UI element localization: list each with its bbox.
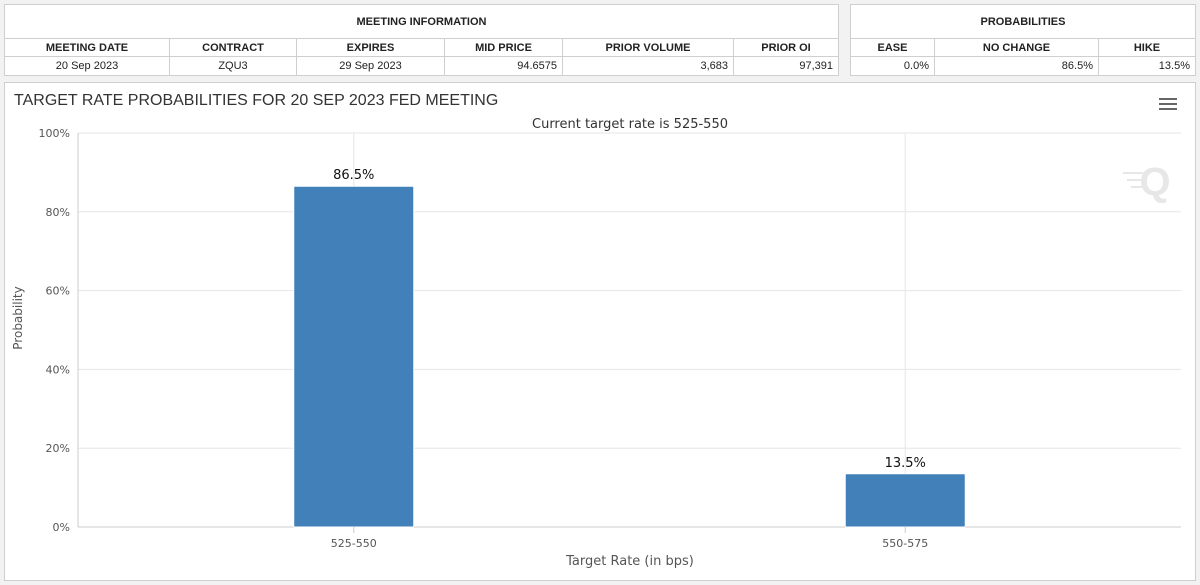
col-hike: HIKE (1098, 38, 1196, 57)
y-tick-label: 80% (46, 206, 70, 219)
bars: 86.5% 13.5% (293, 168, 966, 528)
col-contract: CONTRACT (169, 38, 297, 57)
y-tick-labels: 0% 20% 40% 60% 80% 100% (39, 127, 70, 534)
col-mid-price: MID PRICE (444, 38, 563, 57)
y-tick-label: 0% (53, 521, 70, 534)
mid-price-cell: 94.6575 (444, 56, 563, 76)
meeting-information-table: MEETING INFORMATION MEETING DATE CONTRAC… (4, 4, 839, 76)
y-axis-label: Probability (11, 286, 25, 349)
bar-data-label: 13.5% (885, 456, 926, 471)
col-no-change: NO CHANGE (934, 38, 1099, 57)
meeting-date-cell: 20 Sep 2023 (4, 56, 170, 76)
bar-525-550[interactable] (293, 185, 415, 528)
y-gridlines (77, 132, 1181, 528)
chart-panel: TARGET RATE PROBABILITIES FOR 20 SEP 202… (4, 82, 1196, 581)
ease-cell: 0.0% (850, 56, 935, 76)
y-tick-label: 20% (46, 442, 70, 455)
bar-550-575[interactable] (844, 473, 966, 528)
y-tick-label: 40% (46, 363, 70, 376)
watermark-logo: Q (1123, 160, 1171, 204)
svg-text:Q: Q (1139, 160, 1170, 204)
col-prior-volume: PRIOR VOLUME (562, 38, 734, 57)
col-meeting-date: MEETING DATE (4, 38, 170, 57)
probability-bar-chart: TARGET RATE PROBABILITIES FOR 20 SEP 202… (11, 92, 1181, 569)
table-row: 20 Sep 2023 ZQU3 29 Sep 2023 94.6575 3,6… (4, 56, 839, 76)
col-ease: EASE (850, 38, 935, 57)
probabilities-header: PROBABILITIES (850, 4, 1196, 39)
x-tick-label: 525-550 (331, 537, 377, 550)
x-gridlines (353, 133, 906, 527)
chart-subtitle: Current target rate is 525-550 (532, 117, 728, 132)
col-expires: EXPIRES (296, 38, 445, 57)
prior-oi-cell: 97,391 (733, 56, 839, 76)
no-change-cell: 86.5% (934, 56, 1099, 76)
probabilities-table: PROBABILITIES EASE NO CHANGE HIKE 0.0% 8… (850, 4, 1196, 76)
meeting-information-header: MEETING INFORMATION (4, 4, 839, 39)
hamburger-menu-icon[interactable] (1159, 98, 1177, 112)
x-tick-labels: 525-550 550-575 (331, 527, 928, 550)
hike-cell: 13.5% (1098, 56, 1196, 76)
expires-cell: 29 Sep 2023 (296, 56, 445, 76)
x-tick-label: 550-575 (882, 537, 928, 550)
y-tick-label: 100% (39, 127, 70, 140)
table-row: 0.0% 86.5% 13.5% (850, 56, 1196, 76)
x-axis-label: Target Rate (in bps) (565, 554, 694, 569)
prior-volume-cell: 3,683 (562, 56, 734, 76)
chart-title: TARGET RATE PROBABILITIES FOR 20 SEP 202… (14, 92, 498, 109)
y-tick-label: 60% (46, 285, 70, 298)
col-prior-oi: PRIOR OI (733, 38, 839, 57)
bar-data-label: 86.5% (333, 168, 374, 183)
contract-cell: ZQU3 (169, 56, 297, 76)
